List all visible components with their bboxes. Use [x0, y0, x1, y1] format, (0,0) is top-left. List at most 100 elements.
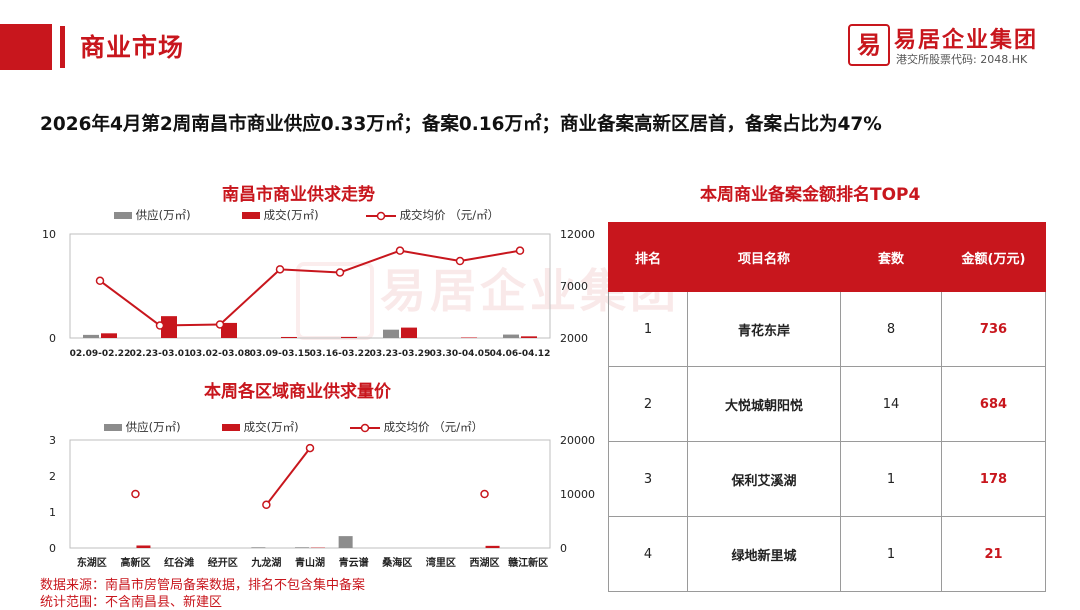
category-label: 04.06-04.12 — [490, 349, 551, 359]
title-accent-bar — [0, 24, 52, 70]
cell-units: 1 — [841, 442, 942, 517]
price-line-segment — [460, 251, 520, 261]
category-label: 03.30-04.05 — [430, 349, 491, 359]
category-label: 02.09-02.22 — [70, 349, 131, 359]
price-point — [277, 266, 284, 273]
price-line-segment — [340, 251, 400, 273]
supply-bar — [83, 335, 99, 338]
category-label: 高新区 — [120, 556, 150, 569]
price-point — [337, 269, 344, 276]
price-line-segment — [280, 269, 340, 272]
left-tick-label: 10 — [42, 228, 56, 241]
header-project: 项目名称 — [688, 223, 841, 292]
deal-bar — [486, 546, 500, 548]
legend-supply-label: 供应(万㎡) — [136, 208, 191, 222]
chart1-title: 南昌市商业供求走势 — [222, 180, 375, 205]
category-label: 03.16-03.22 — [310, 349, 371, 359]
legend-deal-swatch — [242, 212, 260, 219]
left-tick-label: 2 — [49, 470, 56, 483]
category-label: 红谷滩 — [164, 556, 194, 569]
right-tick-label: 7000 — [560, 280, 588, 293]
supply-bar — [295, 547, 309, 548]
cell-units: 8 — [841, 292, 942, 367]
category-label: 03.23-03.29 — [370, 349, 431, 359]
category-label: 桑海区 — [381, 556, 412, 569]
price-point — [517, 247, 524, 254]
chart2-title: 本周各区域商业供求量价 — [204, 377, 391, 402]
right-tick-label: 2000 — [560, 332, 588, 345]
table-title: 本周商业备案金额排名TOP4 — [700, 180, 920, 205]
category-label: 九龙湖 — [250, 556, 281, 569]
supply-bar — [383, 330, 399, 338]
company-logo-icon: 易 — [848, 24, 890, 66]
price-line-segment — [266, 448, 310, 505]
table-row: 1 青花东岸 8 736 — [609, 292, 1046, 367]
header-rank: 排名 — [609, 223, 688, 292]
price-point — [481, 491, 488, 498]
deal-bar — [136, 545, 150, 548]
cell-rank: 2 — [609, 367, 688, 442]
left-tick-label: 0 — [49, 332, 56, 345]
category-label: 青云谱 — [339, 556, 369, 569]
cell-project: 青花东岸 — [688, 292, 841, 367]
plot-frame — [70, 234, 550, 338]
supply-bar — [339, 536, 353, 548]
price-point — [157, 322, 164, 329]
table-header-row: 排名 项目名称 套数 金额(万元) — [609, 223, 1046, 292]
supply-bar — [503, 335, 519, 338]
price-point — [263, 501, 270, 508]
price-point — [457, 258, 464, 265]
headline: 2026年4月第2周南昌市商业供应0.33万㎡；备案0.16万㎡；商业备案高新区… — [40, 110, 882, 136]
price-line-segment — [100, 281, 160, 326]
company-name: 易居企业集团 — [894, 22, 1038, 54]
cell-units: 14 — [841, 367, 942, 442]
category-label: 赣江新区 — [508, 556, 548, 569]
deal-bar — [521, 336, 537, 338]
cell-amount: 736 — [942, 292, 1046, 367]
right-tick-label: 12000 — [560, 228, 595, 241]
chart2-plot: 321020000100000东湖区高新区红谷滩经开区九龙湖青山湖青云谱桑海区湾… — [30, 430, 610, 575]
category-label: 经开区 — [208, 556, 238, 569]
deal-bar — [461, 337, 477, 338]
category-label: 西湖区 — [470, 556, 500, 569]
category-label: 03.09-03.15 — [250, 349, 311, 359]
cell-project: 保利艾溪湖 — [688, 442, 841, 517]
right-tick-label: 10000 — [560, 488, 595, 501]
category-label: 青山湖 — [295, 556, 325, 569]
footnote-scope: 统计范围：不含南昌县、新建区 — [40, 591, 222, 610]
deal-bar — [341, 337, 357, 338]
legend-deal-label: 成交(万㎡) — [264, 208, 319, 222]
price-point — [307, 445, 314, 452]
right-tick-label: 20000 — [560, 434, 595, 447]
price-point — [132, 491, 139, 498]
legend-supply-swatch — [114, 212, 132, 219]
left-tick-label: 0 — [49, 542, 56, 555]
legend-price-swatch — [366, 211, 396, 221]
right-tick-label: 0 — [560, 542, 567, 555]
deal-bar — [281, 337, 297, 338]
header-units: 套数 — [841, 223, 942, 292]
legend-price-label: 成交均价 （元/㎡） — [400, 208, 500, 222]
left-tick-label: 3 — [49, 434, 56, 447]
cell-amount: 684 — [942, 367, 1046, 442]
table-row: 4 绿地新里城 1 21 — [609, 517, 1046, 592]
table-row: 3 保利艾溪湖 1 178 — [609, 442, 1046, 517]
title-accent-tick — [60, 26, 65, 68]
price-point — [217, 321, 224, 328]
cell-project: 大悦城朝阳悦 — [688, 367, 841, 442]
section-title: 商业市场 — [80, 28, 184, 64]
cell-amount: 21 — [942, 517, 1046, 592]
deal-bar — [401, 328, 417, 338]
category-label: 湾里区 — [426, 556, 456, 569]
cell-rank: 1 — [609, 292, 688, 367]
cell-amount: 178 — [942, 442, 1046, 517]
cell-rank: 4 — [609, 517, 688, 592]
stock-code: 港交所股票代码: 2048.HK — [896, 51, 1027, 67]
price-line-segment — [160, 324, 220, 325]
deal-bar — [101, 333, 117, 338]
left-tick-label: 1 — [49, 506, 56, 519]
chart1-legend: 供应(万㎡) 成交(万㎡) 成交均价 （元/㎡） — [114, 207, 499, 223]
plot-frame — [70, 440, 550, 548]
header-amount: 金额(万元) — [942, 223, 1046, 292]
